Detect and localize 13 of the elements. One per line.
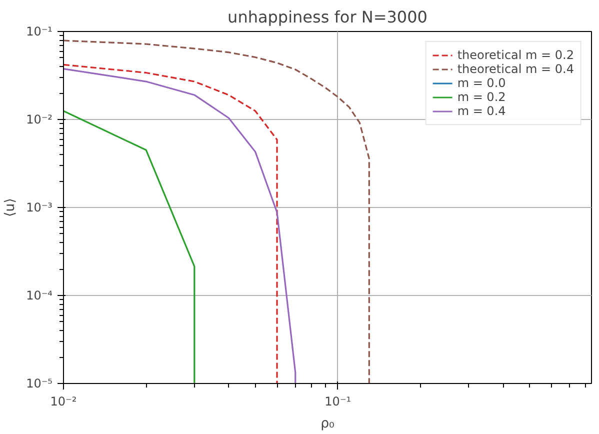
legend-label: m = 0.4	[457, 104, 506, 118]
legend-label: theoretical m = 0.4	[457, 62, 574, 76]
legend-label: theoretical m = 0.2	[457, 48, 574, 62]
y-tick-label: 10⁻⁴	[26, 288, 53, 302]
legend-label: m = 0.0	[457, 76, 506, 90]
y-tick-label: 10⁻⁵	[26, 376, 53, 390]
x-axis-title: ρ₀	[320, 416, 334, 432]
y-tick-label: 10⁻³	[26, 200, 53, 214]
y-tick-label: 10⁻²	[26, 112, 53, 126]
chart-title: unhappiness for N=3000	[228, 8, 428, 26]
y-tick-label: 10⁻¹	[26, 24, 53, 38]
y-axis-title: ⟨u⟩	[3, 198, 18, 217]
legend-label: m = 0.2	[457, 90, 506, 104]
